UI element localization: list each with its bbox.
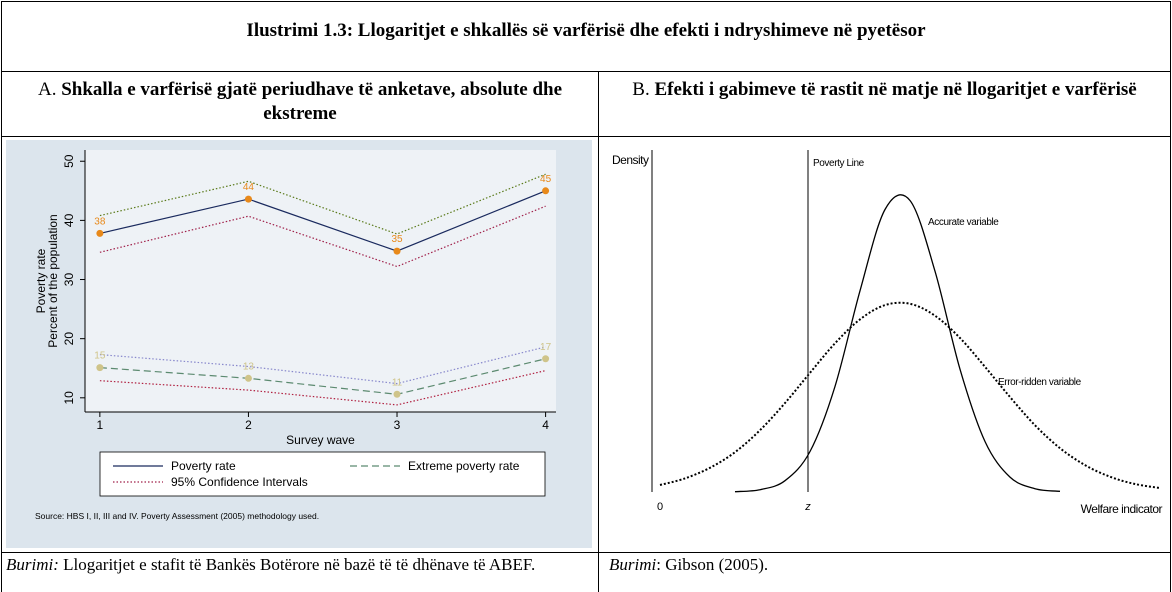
data-label: 11 (392, 377, 403, 388)
panel-heading: Shkalla e varfërisë gjatë periudhave të … (61, 79, 563, 124)
x-axis-label: Survey wave (286, 433, 355, 447)
legend-label: Poverty rate (171, 459, 236, 473)
panel-letter: A. (37, 79, 57, 100)
data-label: 38 (94, 216, 106, 227)
heading-cell: A. Shkalla e varfërisë gjatë periudhave … (1, 71, 599, 137)
y-tick-label: 20 (62, 332, 76, 346)
y-tick-label: 40 (62, 213, 76, 227)
marker (393, 247, 401, 255)
annotation: Poverty Line (813, 158, 865, 169)
marker (244, 374, 252, 382)
x-tick-label: z (804, 501, 811, 513)
panel-heading: Efekti i gabimeve të rastit në matje në … (654, 79, 1137, 100)
series-label: Error-ridden variable (998, 377, 1082, 388)
y-tick-label: 50 (62, 154, 76, 168)
data-label: 13 (243, 361, 255, 372)
y-axis-label: Density (612, 153, 649, 167)
series-line (99, 190, 546, 252)
legend-box (99, 451, 546, 497)
x-axis-label: Welfare indicator (1081, 502, 1163, 516)
x-tick-label: 4 (542, 418, 549, 432)
y-tick-label: 10 (62, 391, 76, 405)
density-curve (659, 301, 1161, 489)
series-label: Accurate variable (928, 217, 999, 228)
marker (393, 390, 401, 398)
ci-line (99, 370, 546, 406)
ci-line (99, 173, 546, 235)
data-label: 44 (243, 182, 255, 193)
source-label: Burimi (609, 555, 657, 574)
ci-line (99, 205, 546, 268)
data-label: 35 (391, 234, 403, 245)
title: Ilustrimi 1.3: Llogaritjet e shkallës së… (246, 20, 926, 41)
marker (96, 229, 104, 237)
marker (96, 364, 104, 372)
source: Llogaritjet e stafit të Bankës Botërore … (58, 555, 536, 574)
x-tick-label: 1 (97, 418, 104, 432)
source: : Gibson (2005). (656, 555, 769, 574)
x-tick-label: 0 (657, 501, 663, 513)
legend-label: 95% Confidence Intervals (171, 475, 308, 489)
heading-cell: B. Efekti i gabimeve të rastit në matje … (598, 71, 1171, 137)
series-line (99, 358, 546, 395)
panel-letter: B. (632, 79, 650, 100)
ci-line (99, 346, 546, 385)
data-label: 45 (540, 174, 552, 185)
density-curve (734, 194, 1061, 493)
marker (542, 355, 550, 363)
legend-label: Extreme poverty rate (408, 459, 520, 473)
marker (244, 195, 252, 203)
data-label: 15 (94, 351, 106, 362)
marker (542, 187, 550, 195)
plot-area (85, 150, 556, 412)
x-tick-label: 2 (245, 418, 252, 432)
data-label: 17 (540, 342, 552, 353)
x-tick-label: 3 (394, 418, 401, 432)
y-tick-label: 30 (62, 273, 76, 287)
title-cell: Ilustrimi 1.3: Llogaritjet e shkallës së… (1, 1, 1171, 72)
source-label: Burimi: (6, 555, 59, 574)
chart: Density Welfare indicator 0 z Poverty Line Ac… (612, 150, 1163, 516)
source-cell: Burimi: Gibson (2005). (598, 552, 1171, 592)
y-axis-label: Poverty rate (34, 248, 48, 313)
y-axis-label: Percent of the population (46, 214, 60, 347)
source-cell: Burimi: Llogaritjet e stafit të Bankës B… (1, 552, 599, 592)
chart-note: Source: HBS I, II, III and IV. Poverty A… (35, 511, 319, 521)
